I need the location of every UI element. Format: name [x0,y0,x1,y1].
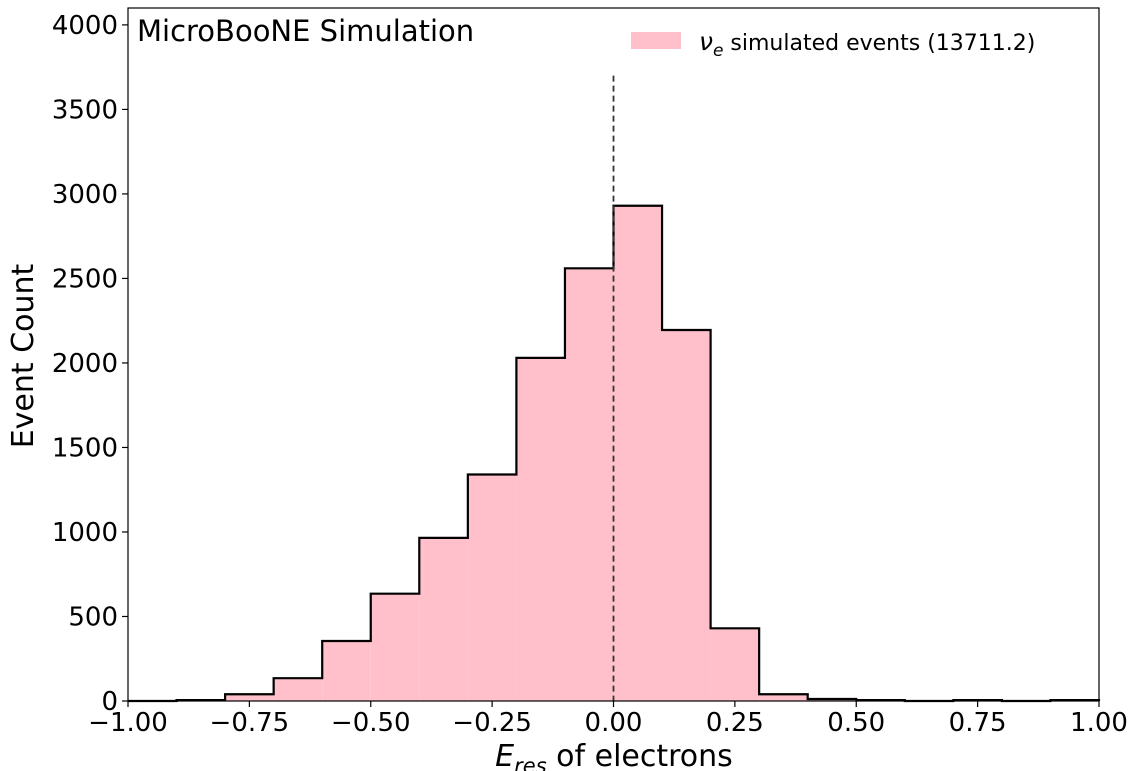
histogram-bar [419,537,468,701]
histogram-bar [662,329,711,701]
y-tick-label: 1000 [52,518,118,548]
histogram-bar [516,357,565,701]
x-tick-label: 0.50 [827,708,885,738]
x-axis-label: Eres of electrons [495,739,733,771]
x-tick-label: 0.00 [585,708,643,738]
histogram-bar [613,205,663,701]
x-axis-label-rest: of electrons [547,739,733,771]
x-tick-label: 0.25 [706,708,764,738]
x-axis-label-main: E [495,739,514,771]
simulation-annotation: MicroBooNE Simulation [137,14,474,48]
y-tick-label: 1500 [52,433,118,463]
histogram-bar [759,694,808,701]
histogram-bar [225,694,274,701]
legend-symbol: ν [699,27,713,56]
x-tick-label: −0.75 [210,708,290,738]
y-tick-label: 2500 [52,264,118,294]
y-tick-label: 2000 [52,349,118,379]
y-axis-ticks: 0 500 1000 1500 2000 2500 3000 3500 4000 [52,11,128,717]
histogram-bar [710,628,760,701]
y-tick-label: 500 [68,602,118,632]
histogram-bars [176,205,1099,701]
legend: νe simulated events (13711.2) [631,27,1035,61]
histogram-bar [273,678,323,701]
legend-label: νe simulated events (13711.2) [699,27,1035,61]
x-axis-label-sub: res [514,754,547,771]
histogram-bar [322,640,371,701]
y-tick-label: 3000 [52,180,118,210]
legend-text: simulated events (13711.2) [723,31,1035,56]
x-tick-label: 0.75 [949,708,1007,738]
y-axis-label: Event Count [6,263,41,448]
y-tick-label: 3500 [52,95,118,125]
x-tick-label: −0.50 [331,708,411,738]
x-tick-label: −0.25 [452,708,532,738]
histogram-bar [370,593,420,701]
histogram-bar [564,268,614,701]
x-tick-label: 1.00 [1070,708,1128,738]
legend-swatch [631,32,681,49]
histogram-bar [467,474,517,701]
x-tick-label: −1.00 [88,708,168,738]
x-axis-ticks: −1.00 −0.75 −0.50 −0.25 0.00 0.25 0.50 0.75 1.00 [88,701,1128,738]
y-tick-label: 4000 [52,11,118,41]
legend-symbol-sub: e [713,41,723,61]
y-tick-label: 0 [101,687,118,717]
